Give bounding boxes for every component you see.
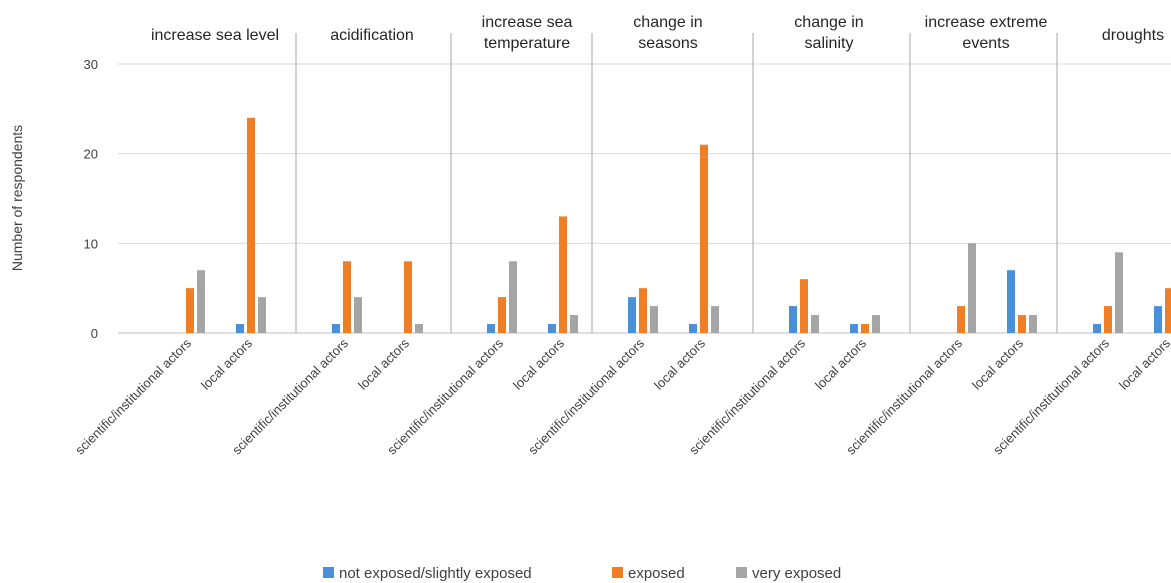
bar-exposed <box>700 144 708 333</box>
panel-title: acidification <box>330 27 414 44</box>
y-axis-ticks: 0 10 20 30 <box>84 57 98 341</box>
panel-titles: increase sea level acidification increase … <box>151 14 1164 52</box>
category-label: local actors <box>969 335 1026 392</box>
bar-exposed <box>247 117 255 333</box>
category-labels: scientific/institutional actors local act… <box>72 335 1171 457</box>
bar-very-exposed <box>197 270 205 333</box>
panel-title: increase sea temperature <box>482 14 573 52</box>
bar-exposed <box>186 288 194 333</box>
bar-not-exposed-slightly-exposed <box>628 297 636 333</box>
bar-very-exposed <box>811 315 819 333</box>
bar-not-exposed-slightly-exposed <box>548 324 556 333</box>
category-label: scientific/institutional actors <box>72 335 194 457</box>
panel-title: change in salinity <box>794 14 863 52</box>
y-axis-title: Number of respondents <box>9 125 25 271</box>
bar-very-exposed <box>968 243 976 333</box>
bars <box>186 117 1171 333</box>
bar-exposed <box>498 297 506 333</box>
bar-exposed <box>1018 315 1026 333</box>
bar-not-exposed-slightly-exposed <box>1007 270 1015 333</box>
bar-exposed <box>404 261 412 333</box>
category-label: scientific/institutional actors <box>686 335 808 457</box>
y-tick-label: 20 <box>84 147 98 162</box>
category-label: local actors <box>812 335 869 392</box>
panel-title: droughts <box>1102 27 1164 44</box>
bar-exposed <box>800 279 808 333</box>
bar-exposed <box>861 324 869 333</box>
bar-not-exposed-slightly-exposed <box>1093 324 1101 333</box>
legend-item: not exposed/slightly exposed <box>323 565 532 582</box>
bar-exposed <box>343 261 351 333</box>
legend-swatch <box>323 567 334 578</box>
panel-title: increase sea level <box>151 27 279 44</box>
bar-very-exposed <box>509 261 517 333</box>
bar-very-exposed <box>872 315 880 333</box>
bar-not-exposed-slightly-exposed <box>332 324 340 333</box>
bar-exposed <box>639 288 647 333</box>
bar-not-exposed-slightly-exposed <box>236 324 244 333</box>
panel-title: change in seasons <box>633 14 702 52</box>
bar-exposed <box>1165 288 1171 333</box>
bar-very-exposed <box>258 297 266 333</box>
bar-exposed <box>559 216 567 333</box>
bar-very-exposed <box>570 315 578 333</box>
legend-label: not exposed/slightly exposed <box>339 565 532 582</box>
legend-item: very exposed <box>736 565 841 582</box>
bar-very-exposed <box>1115 252 1123 333</box>
bar-not-exposed-slightly-exposed <box>850 324 858 333</box>
y-tick-label: 30 <box>84 57 98 72</box>
bar-not-exposed-slightly-exposed <box>1154 306 1162 333</box>
legend-label: very exposed <box>752 565 841 582</box>
bar-not-exposed-slightly-exposed <box>487 324 495 333</box>
legend-swatch <box>612 567 623 578</box>
bar-very-exposed <box>711 306 719 333</box>
category-label: local actors <box>198 335 255 392</box>
panel-separators <box>295 33 1058 333</box>
y-tick-label: 10 <box>84 236 98 251</box>
panel-title: increase extreme events <box>925 14 1048 52</box>
bar-exposed <box>1104 306 1112 333</box>
bar-not-exposed-slightly-exposed <box>689 324 697 333</box>
category-label: local actors <box>651 335 708 392</box>
legend: not exposed/slightly exposed exposed very … <box>323 565 841 582</box>
legend-item: exposed <box>612 565 685 582</box>
category-label: local actors <box>355 335 412 392</box>
bar-very-exposed <box>1029 315 1037 333</box>
bar-not-exposed-slightly-exposed <box>789 306 797 333</box>
bar-very-exposed <box>354 297 362 333</box>
bar-very-exposed <box>415 324 423 333</box>
bar-exposed <box>957 306 965 333</box>
legend-swatch <box>736 567 747 578</box>
legend-label: exposed <box>628 565 685 582</box>
category-label: local actors <box>1116 335 1171 392</box>
bar-very-exposed <box>650 306 658 333</box>
category-label: local actors <box>510 335 567 392</box>
y-tick-label: 0 <box>91 326 98 341</box>
